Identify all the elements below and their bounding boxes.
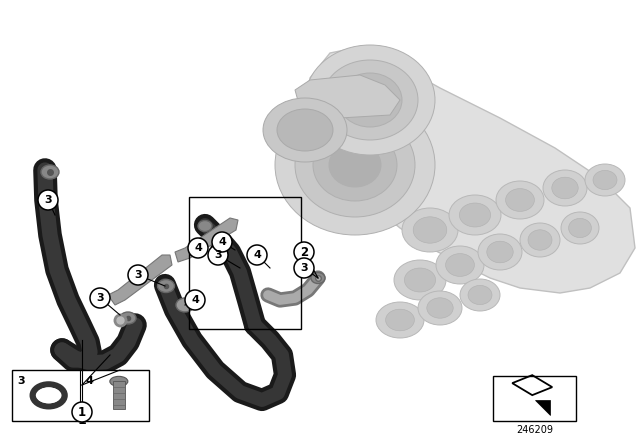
Circle shape xyxy=(247,245,267,265)
Bar xyxy=(12,370,149,421)
Polygon shape xyxy=(295,75,400,118)
Text: 3: 3 xyxy=(214,250,222,260)
Ellipse shape xyxy=(376,302,424,338)
Circle shape xyxy=(38,190,58,210)
Circle shape xyxy=(208,245,228,265)
Ellipse shape xyxy=(313,129,397,201)
Ellipse shape xyxy=(528,230,552,250)
Ellipse shape xyxy=(295,113,415,217)
Ellipse shape xyxy=(198,220,212,232)
Ellipse shape xyxy=(305,45,435,155)
Ellipse shape xyxy=(38,389,59,401)
Ellipse shape xyxy=(593,170,617,190)
Text: 3: 3 xyxy=(44,195,52,205)
Text: 4: 4 xyxy=(191,295,199,305)
Circle shape xyxy=(128,265,148,285)
Ellipse shape xyxy=(468,285,492,305)
Text: 4: 4 xyxy=(194,243,202,253)
Ellipse shape xyxy=(478,234,522,270)
Ellipse shape xyxy=(263,98,347,162)
Text: 1: 1 xyxy=(77,414,86,426)
Ellipse shape xyxy=(413,217,447,243)
Ellipse shape xyxy=(449,195,501,235)
Ellipse shape xyxy=(568,219,591,237)
Ellipse shape xyxy=(176,298,194,312)
Circle shape xyxy=(188,238,208,258)
Ellipse shape xyxy=(520,223,560,257)
Ellipse shape xyxy=(506,189,534,211)
Text: 3: 3 xyxy=(96,293,104,303)
Ellipse shape xyxy=(385,309,415,331)
Ellipse shape xyxy=(338,73,402,127)
Polygon shape xyxy=(535,400,550,415)
Ellipse shape xyxy=(120,312,136,324)
Polygon shape xyxy=(310,48,635,293)
Bar xyxy=(189,197,301,329)
Ellipse shape xyxy=(487,241,513,263)
Ellipse shape xyxy=(394,260,446,300)
Circle shape xyxy=(185,290,205,310)
Ellipse shape xyxy=(311,272,325,284)
Ellipse shape xyxy=(404,268,436,292)
Bar xyxy=(113,381,125,409)
Text: 1: 1 xyxy=(78,405,86,418)
Ellipse shape xyxy=(496,181,544,219)
Ellipse shape xyxy=(436,246,484,284)
Ellipse shape xyxy=(552,177,578,199)
Ellipse shape xyxy=(157,280,175,293)
Bar xyxy=(493,376,576,421)
Ellipse shape xyxy=(402,208,458,252)
Text: 3: 3 xyxy=(134,270,142,280)
Ellipse shape xyxy=(460,203,491,227)
Ellipse shape xyxy=(427,298,453,318)
Text: 4: 4 xyxy=(253,250,261,260)
Ellipse shape xyxy=(445,254,474,276)
Ellipse shape xyxy=(33,384,65,406)
Ellipse shape xyxy=(110,376,128,386)
Circle shape xyxy=(294,242,314,262)
Text: 2: 2 xyxy=(300,246,308,258)
Text: 4: 4 xyxy=(85,375,93,386)
Circle shape xyxy=(212,232,232,252)
Ellipse shape xyxy=(543,170,587,206)
Ellipse shape xyxy=(41,165,59,179)
Circle shape xyxy=(294,258,314,278)
Polygon shape xyxy=(108,255,172,305)
Circle shape xyxy=(72,402,92,422)
Circle shape xyxy=(90,288,110,308)
Text: 3: 3 xyxy=(300,263,308,273)
Ellipse shape xyxy=(418,291,462,325)
Ellipse shape xyxy=(275,95,435,235)
Ellipse shape xyxy=(561,212,599,244)
Ellipse shape xyxy=(277,109,333,151)
Text: 4: 4 xyxy=(218,237,226,247)
Text: 246209: 246209 xyxy=(516,425,553,435)
Ellipse shape xyxy=(322,60,418,140)
Ellipse shape xyxy=(585,164,625,196)
Ellipse shape xyxy=(329,143,381,187)
Ellipse shape xyxy=(460,279,500,311)
Text: 3: 3 xyxy=(17,375,25,386)
Polygon shape xyxy=(175,218,238,262)
